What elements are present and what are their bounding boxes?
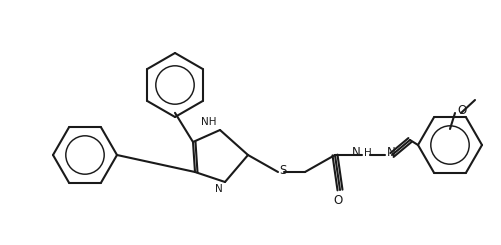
Text: N: N (352, 147, 361, 159)
Text: H: H (364, 148, 372, 158)
Text: O: O (457, 105, 466, 118)
Text: NH: NH (201, 117, 217, 127)
Text: N: N (215, 184, 223, 194)
Text: O: O (333, 194, 343, 207)
Text: N: N (387, 147, 396, 159)
Text: S: S (279, 163, 287, 176)
